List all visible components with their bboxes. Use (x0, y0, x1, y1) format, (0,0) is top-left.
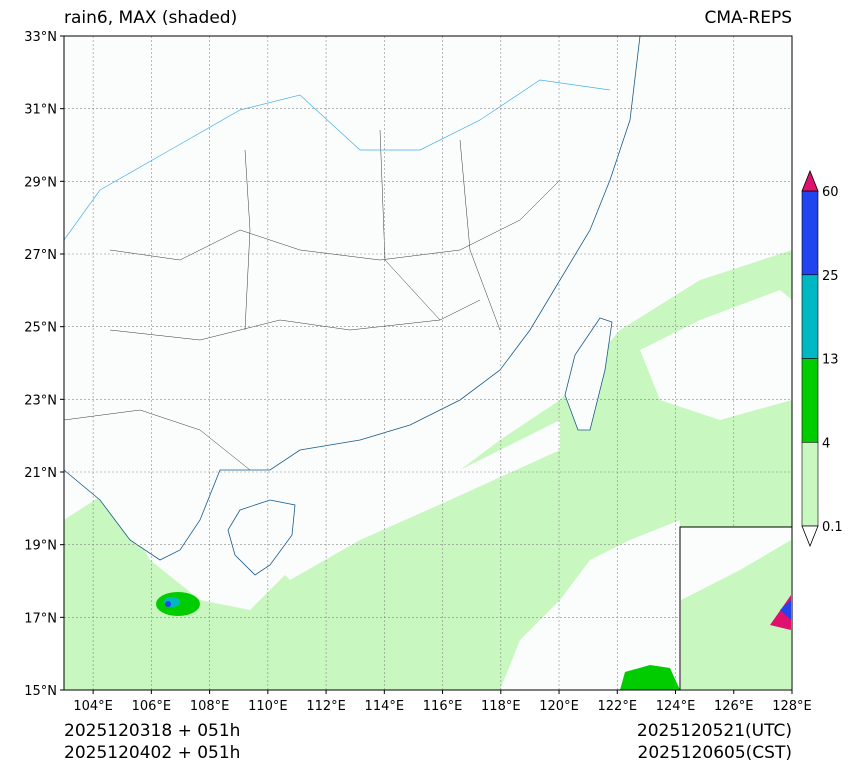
valid-time-utc: 2025120521(UTC) (636, 721, 792, 741)
lon-label: 128°E (772, 699, 812, 714)
colorbar: 0.1 4 13 25 60 (801, 169, 843, 548)
map-frame (63, 35, 793, 691)
colorbar-label: 13 (822, 353, 839, 368)
colorbar-segment (801, 190, 819, 276)
colorbar-label: 60 (822, 185, 839, 200)
lat-label: 15°N (24, 684, 57, 699)
lat-label: 31°N (24, 103, 57, 118)
colorbar-segment (801, 274, 819, 359)
rain-area-moderate (620, 665, 680, 690)
valid-time-cst: 2025120605(CST) (637, 743, 792, 763)
land-mainland (64, 36, 641, 561)
colorbar-over-arrow (801, 169, 819, 192)
lat-label: 17°N (24, 611, 57, 626)
colorbar-label: 0.1 (822, 520, 843, 535)
lat-label: 29°N (24, 175, 57, 190)
colorbar-label: 4 (822, 436, 830, 451)
rain-area-intense (165, 601, 171, 607)
inset-map (679, 526, 793, 691)
lon-label: 122°E (598, 699, 638, 714)
map-title: rain6, MAX (shaded) (64, 8, 238, 28)
colorbar-label: 25 (822, 269, 839, 284)
lon-label: 112°E (306, 699, 346, 714)
lon-label: 126°E (714, 699, 754, 714)
lon-label: 118°E (481, 699, 521, 714)
no-rain-area (270, 420, 560, 580)
hainan-island (227, 499, 296, 576)
lon-label: 124°E (656, 699, 696, 714)
lon-label: 116°E (423, 699, 463, 714)
river (64, 79, 611, 241)
colorbar-under-arrow (801, 525, 819, 548)
lat-label: 25°N (24, 321, 57, 336)
lon-label: 106°E (132, 699, 172, 714)
lon-label: 104°E (73, 699, 113, 714)
lon-label: 114°E (365, 699, 405, 714)
taiwan-island (564, 317, 613, 431)
no-rain-area (640, 290, 792, 420)
lat-label: 21°N (24, 466, 57, 481)
lon-label: 108°E (190, 699, 230, 714)
model-source: CMA-REPS (704, 8, 792, 28)
lat-label: 19°N (24, 539, 57, 554)
no-rain-area (500, 520, 680, 690)
colorbar-segment (801, 441, 819, 527)
province-borders (64, 129, 561, 471)
lat-label: 23°N (24, 393, 57, 408)
init-time-utc: 2025120318 + 051h (64, 721, 241, 741)
lon-label: 110°E (248, 699, 288, 714)
lon-label: 120°E (539, 699, 579, 714)
colorbar-segment (801, 358, 819, 443)
lat-label: 27°N (24, 248, 57, 263)
init-time-cst: 2025120402 + 051h (64, 743, 241, 763)
lat-label: 33°N (24, 30, 57, 45)
